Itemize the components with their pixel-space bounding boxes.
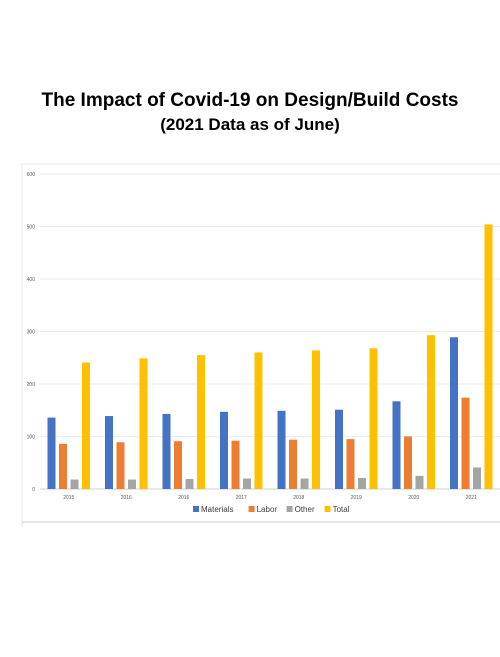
bar-materials-2019 [335, 409, 343, 489]
legend-swatch-total [324, 506, 331, 512]
legend-label-materials: Materials [201, 505, 233, 514]
legend-label-labor: Labor [257, 505, 278, 514]
chart-subtitle: (2021 Data as of June) [160, 115, 340, 134]
x-tick-label: 2016 [121, 495, 132, 501]
bar-other-2017 [243, 478, 251, 489]
bar-total-2021 [484, 224, 493, 489]
bar-total-2020 [427, 335, 435, 489]
bar-total-2016 [139, 358, 148, 489]
chart-title: The Impact of Covid-19 on Design/Build C… [41, 90, 459, 111]
bar-materials-2018 [277, 410, 286, 489]
x-tick-label: 2015 [63, 495, 74, 501]
bar-materials-2016 [105, 416, 113, 489]
bar-total-2015 [82, 362, 90, 489]
bar-labor-2021 [461, 397, 470, 489]
y-tick-label: 0 [32, 487, 35, 493]
bar-labor-2016 [174, 441, 182, 489]
bar-materials-2016 [162, 413, 171, 489]
y-tick-label: 600 [27, 172, 36, 178]
y-tick-label: 400 [27, 277, 36, 283]
x-tick-label: 2020 [408, 495, 419, 501]
bar-total-2018 [312, 350, 320, 489]
bar-other-2016 [185, 479, 194, 489]
bar-other-2019 [358, 477, 366, 489]
bar-other-2020 [415, 475, 424, 489]
x-tick-label: 2019 [351, 495, 362, 501]
legend-label-other: Other [295, 505, 315, 514]
bar-labor-2020 [404, 436, 412, 489]
legend-swatch-labor [248, 506, 255, 512]
bar-materials-2015 [47, 417, 56, 489]
x-tick-label: 2016 [178, 495, 189, 501]
bar-labor-2017 [231, 440, 240, 489]
y-tick-label: 100 [27, 434, 36, 440]
x-tick-label: 2018 [293, 495, 304, 501]
bar-materials-2020 [392, 401, 401, 489]
legend: Materials Labor Other Total [193, 505, 350, 514]
bar-other-2018 [300, 478, 309, 489]
y-tick-label: 300 [27, 329, 36, 335]
bar-materials-2021 [450, 337, 458, 489]
gridlines [40, 173, 500, 490]
legend-swatch-other [286, 506, 293, 512]
legend-swatch-materials [193, 506, 199, 512]
bars [47, 224, 493, 489]
bar-other-2015 [70, 479, 79, 489]
bar-total-2017 [254, 352, 263, 489]
y-tick-label: 200 [27, 382, 36, 388]
bar-labor-2015 [59, 443, 67, 489]
legend-label-total: Total [333, 505, 350, 514]
bar-total-2019 [369, 348, 378, 489]
bar-other-2021 [473, 467, 481, 489]
bar-labor-2018 [289, 439, 297, 489]
x-axis-ticks: 2015 2016 2016 2017 2018 2019 2020 2021 [63, 495, 477, 501]
x-tick-label: 2021 [466, 495, 477, 501]
bar-labor-2016 [116, 442, 125, 489]
bar-other-2016 [128, 479, 136, 489]
bar-total-2016 [197, 355, 205, 489]
y-axis-ticks: 0 100 200 300 400 500 600 [27, 172, 36, 493]
bar-labor-2019 [346, 439, 355, 489]
bar-materials-2017 [220, 411, 228, 489]
x-tick-label: 2017 [236, 495, 247, 501]
y-tick-label: 500 [27, 224, 36, 230]
